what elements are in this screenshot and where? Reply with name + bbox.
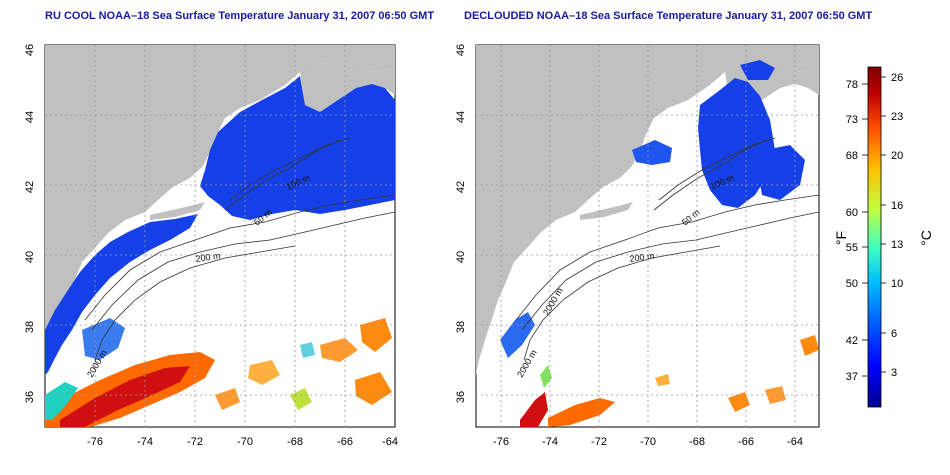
left-isobaths bbox=[84, 137, 396, 361]
right-map: 50 m 100 m 200 m 2000 m 2000 m -76 -74 -… bbox=[455, 44, 820, 448]
left-warm-patch-3 bbox=[248, 360, 280, 385]
left-xtick-label: -64 bbox=[382, 436, 398, 448]
left-xtick-label: -68 bbox=[287, 436, 303, 448]
left-grid bbox=[45, 45, 395, 427]
right-xtick-label: -70 bbox=[640, 436, 656, 448]
right-land-mass bbox=[476, 45, 819, 375]
colorbar-f-tick: 42 bbox=[846, 335, 858, 347]
left-gulf-stream-core bbox=[60, 366, 190, 427]
left-xtick-label: -66 bbox=[337, 436, 353, 448]
right-y-tick-labels: 46 44 42 40 38 36 bbox=[455, 44, 467, 403]
left-land-longisland bbox=[150, 202, 205, 220]
left-warm-patch-4 bbox=[355, 372, 392, 405]
right-xtick-label: -72 bbox=[591, 436, 607, 448]
colorbar-unit-celsius: °C bbox=[918, 230, 934, 246]
left-land-novascotia bbox=[300, 62, 395, 112]
colorbar-c-tick: 6 bbox=[891, 328, 897, 340]
right-isobaths bbox=[515, 137, 820, 361]
right-xtick-label: -68 bbox=[689, 436, 705, 448]
colorbar-f-tick: 37 bbox=[846, 371, 858, 383]
colorbar-ticks bbox=[862, 76, 886, 377]
right-x-tick-labels: -76 -74 -72 -70 -68 -66 -64 bbox=[493, 436, 803, 448]
right-land-longisland bbox=[580, 202, 633, 220]
colorbar-c-tick: 16 bbox=[891, 200, 903, 212]
left-x-tick-labels: -76 -74 -72 -70 -68 -66 -64 bbox=[87, 436, 398, 448]
left-warm-patch-7 bbox=[300, 342, 315, 358]
right-ytick-label: 40 bbox=[455, 251, 467, 263]
left-ytick-label: 44 bbox=[24, 111, 36, 123]
left-map: 50 m 100 m 200 m 2000 m -76 -74 -72 -70 … bbox=[24, 44, 398, 448]
right-cold-water-gulf-of-maine bbox=[698, 78, 775, 208]
right-map-title: DECLOUDED NOAA–18 Sea Surface Temperatur… bbox=[464, 10, 873, 22]
colorbar-gradient bbox=[867, 66, 882, 408]
right-ytick-label: 44 bbox=[455, 111, 467, 123]
colorbar-c-tick: 20 bbox=[891, 150, 903, 162]
colorbar-c-tick: 3 bbox=[891, 367, 897, 379]
right-warm-patch-4 bbox=[655, 374, 670, 386]
right-warm-patch-1 bbox=[728, 392, 750, 412]
left-ytick-label: 38 bbox=[24, 321, 36, 333]
right-warm-band bbox=[548, 398, 615, 427]
right-grid bbox=[476, 45, 819, 427]
right-xtick-label: -76 bbox=[493, 436, 509, 448]
right-cold-water-coast bbox=[500, 312, 535, 358]
right-xtick-label: -64 bbox=[787, 436, 803, 448]
left-map-title: RU COOL NOAA–18 Sea Surface Temperature … bbox=[45, 10, 435, 22]
colorbar-f-tick: 78 bbox=[846, 79, 858, 91]
left-cold-water-shelf bbox=[45, 214, 198, 375]
right-ytick-label: 46 bbox=[455, 44, 467, 56]
left-cold-water-gulf-of-maine bbox=[200, 76, 395, 220]
colorbar-c-tick: 26 bbox=[891, 72, 903, 84]
colorbar-c-tick: 10 bbox=[891, 278, 903, 290]
right-cold-water-east bbox=[758, 145, 805, 200]
right-xtick-label: -74 bbox=[542, 436, 558, 448]
left-xtick-label: -76 bbox=[87, 436, 103, 448]
right-ytick-label: 38 bbox=[455, 321, 467, 333]
colorbar: 78 73 68 60 55 50 42 37 26 23 20 16 13 1… bbox=[833, 66, 934, 408]
colorbar-f-tick: 68 bbox=[846, 150, 858, 162]
left-label-200m: 200 m bbox=[195, 251, 221, 264]
right-ytick-label: 42 bbox=[455, 181, 467, 193]
left-ytick-label: 42 bbox=[24, 181, 36, 193]
left-xtick-label: -70 bbox=[237, 436, 253, 448]
right-cold-water-ne bbox=[740, 60, 775, 80]
left-coastal-cyan bbox=[45, 382, 78, 420]
right-ytick-label: 36 bbox=[455, 391, 467, 403]
left-ytick-label: 36 bbox=[24, 391, 36, 403]
left-ytick-label: 46 bbox=[24, 44, 36, 56]
right-cold-water-west bbox=[632, 140, 672, 165]
right-label-200m: 200 m bbox=[629, 251, 655, 264]
right-coastal-green bbox=[540, 365, 552, 388]
left-xtick-label: -72 bbox=[187, 436, 203, 448]
colorbar-f-tick: 73 bbox=[846, 114, 858, 126]
colorbar-f-tick: 55 bbox=[846, 242, 858, 254]
left-xtick-label: -74 bbox=[137, 436, 153, 448]
left-ytick-label: 40 bbox=[24, 251, 36, 263]
colorbar-f-tick: 60 bbox=[846, 207, 858, 219]
right-gulf-stream-core bbox=[520, 392, 548, 427]
colorbar-unit-fahrenheit: °F bbox=[833, 231, 849, 245]
colorbar-f-labels: 78 73 68 60 55 50 42 37 bbox=[846, 79, 858, 383]
left-warm-patch-6 bbox=[215, 388, 240, 410]
left-warm-patch-5 bbox=[290, 388, 312, 410]
left-y-tick-labels: 46 44 42 40 38 36 bbox=[24, 44, 36, 403]
left-warm-patch-1 bbox=[320, 338, 358, 362]
colorbar-c-labels: 26 23 20 16 13 10 6 3 bbox=[891, 72, 903, 379]
left-land-mass bbox=[45, 45, 395, 375]
right-warm-patch-2 bbox=[765, 386, 786, 404]
right-xtick-label: -66 bbox=[738, 436, 754, 448]
colorbar-f-tick: 50 bbox=[846, 278, 858, 290]
colorbar-c-tick: 23 bbox=[891, 111, 903, 123]
colorbar-c-tick: 13 bbox=[891, 239, 903, 251]
left-warm-patch-2 bbox=[360, 318, 392, 352]
right-warm-patch-3 bbox=[800, 335, 819, 356]
